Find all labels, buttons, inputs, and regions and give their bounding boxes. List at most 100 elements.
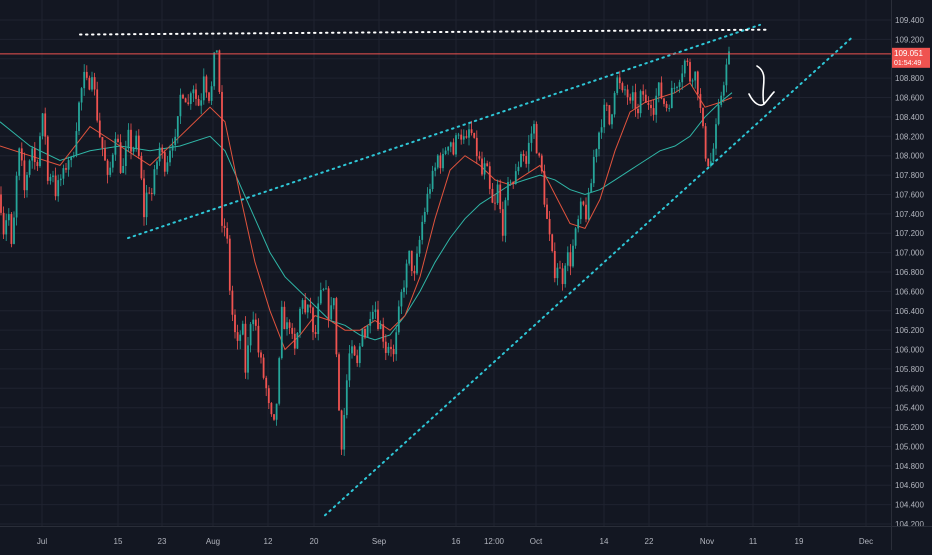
candle-body (520, 154, 522, 167)
price-tick-label: 107.000 (895, 249, 924, 258)
candle-body (278, 358, 281, 404)
candle-body (488, 166, 491, 189)
candle-body (98, 120, 101, 138)
candle-body (314, 332, 317, 335)
price-tick-label: 106.200 (895, 326, 924, 335)
candle-body (582, 201, 585, 205)
candle-body (192, 89, 195, 94)
candle-body (262, 357, 265, 378)
candle-body (75, 131, 78, 156)
candle-body (574, 228, 577, 246)
price-tick-label: 107.800 (895, 171, 924, 180)
candle-body (559, 267, 561, 269)
current-price-tag: 109.051 01:54:49 (892, 47, 930, 68)
candle-body (387, 346, 390, 353)
candlestick-series (0, 46, 730, 456)
candle-body (585, 204, 587, 220)
candle-body (720, 95, 723, 105)
candle-body (491, 188, 494, 203)
candle-body (171, 145, 174, 151)
candle-body (345, 380, 348, 416)
candle-body (681, 73, 684, 83)
candle-body (522, 154, 525, 157)
candle-body (265, 377, 268, 389)
candle-body (686, 60, 689, 63)
arrow-annotation-stem (756, 65, 765, 105)
candle-body (158, 147, 161, 162)
candle-body (553, 250, 556, 279)
candle-body (691, 80, 694, 82)
candle-body (728, 51, 730, 65)
price-tick-label: 104.600 (895, 481, 924, 490)
candle-body (241, 323, 244, 335)
candle-body (514, 171, 517, 185)
candle-body (618, 77, 621, 84)
candle-body (127, 129, 130, 149)
candle-body (413, 271, 416, 274)
candle-body (119, 142, 122, 173)
candle-body (330, 305, 333, 320)
candle-body (293, 333, 296, 349)
candle-body (223, 225, 226, 229)
candle-body (291, 327, 294, 334)
candle-body (540, 155, 543, 172)
price-tick-label: 107.600 (895, 190, 924, 199)
candle-body (54, 175, 57, 197)
time-tick-label: 16 (452, 537, 461, 546)
candle-body (442, 154, 444, 169)
candle-body (218, 50, 221, 92)
price-tick-label: 106.400 (895, 307, 924, 316)
candle-body (70, 156, 73, 161)
candle-body (704, 126, 707, 159)
price-axis[interactable]: 104.200 104.400 104.600 104.800 105.000 105.2… (891, 0, 925, 550)
price-tick-label: 107.400 (895, 210, 924, 219)
candle-body (65, 168, 67, 170)
candle-body (423, 211, 426, 222)
candle-body (392, 348, 395, 355)
candle-body (122, 165, 125, 173)
candle-body (18, 148, 21, 176)
candle-body (481, 158, 483, 175)
candle-body (361, 328, 364, 347)
time-tick-label: 14 (600, 537, 609, 546)
candle-body (179, 94, 182, 117)
candle-body (205, 76, 208, 93)
candle-body (299, 308, 301, 333)
candle-body (153, 169, 156, 195)
candle-body (533, 124, 535, 134)
candle-body (702, 107, 704, 127)
candle-body (384, 341, 387, 353)
candle-body (5, 220, 8, 235)
candle-body (319, 290, 322, 304)
candle-body (163, 152, 166, 172)
price-tick-label: 105.800 (895, 365, 924, 374)
candle-body (327, 288, 330, 320)
time-tick-label: Oct (530, 537, 543, 546)
candle-body (429, 189, 431, 194)
candle-body (200, 100, 203, 106)
candle-body (535, 124, 538, 154)
candle-body (639, 91, 642, 114)
candle-body (465, 136, 468, 138)
candle-body (197, 98, 200, 106)
price-tick-label: 109.200 (895, 35, 924, 44)
candle-body (436, 155, 439, 168)
candle-body (182, 94, 184, 99)
candle-body (457, 134, 460, 136)
price-tag-background (892, 47, 930, 68)
candle-body (28, 160, 31, 175)
candle-body (351, 346, 353, 354)
candle-body (270, 403, 273, 415)
candle-body (236, 332, 239, 341)
price-tick-label: 105.600 (895, 384, 924, 393)
time-axis[interactable]: Jul 15 23 Aug 12 20 Sep 16 12:00 Oct 14 22 Nov 11 19 De… (0, 526, 932, 547)
candle-body (221, 91, 223, 226)
lower-trendline (324, 36, 853, 517)
candle-body (379, 324, 382, 329)
candle-body (52, 175, 54, 177)
candle-body (717, 104, 720, 125)
candle-body (613, 93, 616, 115)
candle-body (215, 50, 218, 53)
